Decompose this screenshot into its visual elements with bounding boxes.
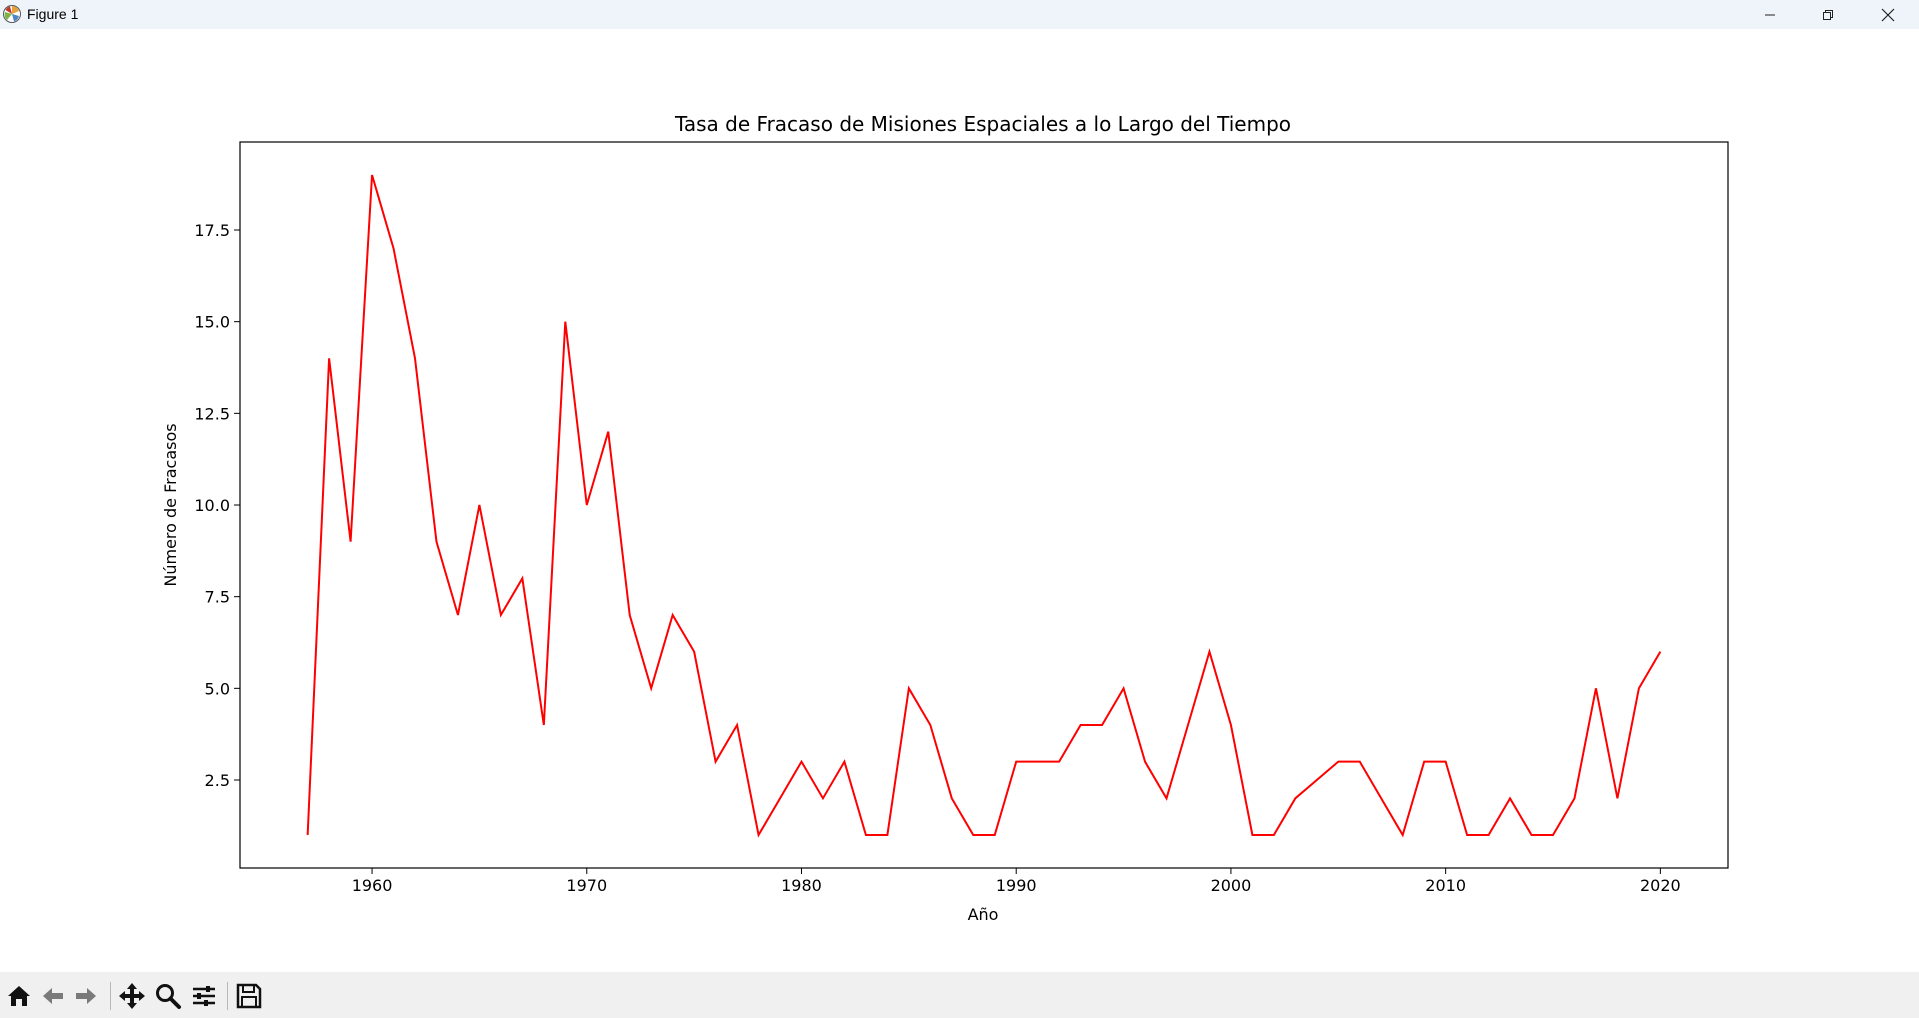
x-tick-label: 1960 bbox=[352, 876, 393, 895]
y-tick-label: 2.5 bbox=[205, 771, 230, 790]
configure-icon bbox=[193, 986, 215, 1006]
back-icon bbox=[43, 988, 63, 1004]
forward-button[interactable] bbox=[70, 980, 102, 1012]
y-axis-label: Número de Fracasos bbox=[161, 423, 180, 586]
x-tick-label: 1980 bbox=[781, 876, 822, 895]
pan-icon bbox=[119, 983, 145, 1009]
save-icon bbox=[236, 983, 262, 1009]
minimize-icon bbox=[1765, 14, 1775, 15]
x-tick-label: 1970 bbox=[566, 876, 607, 895]
toolbar-separator bbox=[227, 982, 228, 1010]
y-tick-label: 7.5 bbox=[205, 588, 230, 607]
close-icon bbox=[1881, 8, 1895, 21]
restore-button[interactable] bbox=[1799, 0, 1857, 29]
axes-frame bbox=[239, 141, 1729, 869]
home-icon bbox=[8, 986, 30, 1006]
minimize-button[interactable] bbox=[1741, 0, 1799, 29]
line-chart: Tasa de Fracaso de Misiones Espaciales a… bbox=[161, 112, 1729, 924]
figure-canvas[interactable]: Tasa de Fracaso de Misiones Espaciales a… bbox=[0, 29, 1919, 972]
y-tick-label: 17.5 bbox=[194, 221, 230, 240]
home-button[interactable] bbox=[3, 980, 35, 1012]
x-tick-label: 2020 bbox=[1640, 876, 1681, 895]
matplotlib-app-icon bbox=[3, 5, 21, 23]
data-points bbox=[307, 174, 1661, 836]
x-axis-ticks: 1960 1970 1980 1990 2000 2010 2020 bbox=[352, 868, 1681, 895]
configure-subplots-button[interactable] bbox=[188, 980, 220, 1012]
y-tick-label: 5.0 bbox=[205, 679, 230, 698]
y-tick-label: 10.0 bbox=[194, 496, 230, 515]
close-button[interactable] bbox=[1859, 0, 1917, 29]
restore-icon bbox=[1823, 9, 1833, 20]
toolbar-separator bbox=[110, 982, 111, 1010]
forward-icon bbox=[76, 988, 96, 1004]
chart-title: Tasa de Fracaso de Misiones Espaciales a… bbox=[674, 112, 1291, 136]
x-tick-label: 1990 bbox=[996, 876, 1037, 895]
back-button[interactable] bbox=[37, 980, 69, 1012]
x-tick-label: 2010 bbox=[1425, 876, 1466, 895]
y-axis-ticks: 2.5 5.0 7.5 10.0 12.5 15.0 17.5 bbox=[194, 221, 240, 790]
title-bar: Figure 1 bbox=[0, 0, 1919, 29]
x-axis-label: Año bbox=[968, 905, 999, 924]
navigation-toolbar bbox=[0, 972, 1919, 1018]
window-title: Figure 1 bbox=[27, 6, 79, 22]
save-button[interactable] bbox=[233, 980, 265, 1012]
zoom-icon bbox=[156, 984, 181, 1009]
failures-series-line bbox=[306, 174, 1662, 838]
x-tick-label: 2000 bbox=[1211, 876, 1252, 895]
y-tick-label: 12.5 bbox=[194, 404, 230, 423]
zoom-button[interactable] bbox=[152, 980, 184, 1012]
y-tick-label: 15.0 bbox=[194, 313, 230, 332]
pan-button[interactable] bbox=[116, 980, 148, 1012]
